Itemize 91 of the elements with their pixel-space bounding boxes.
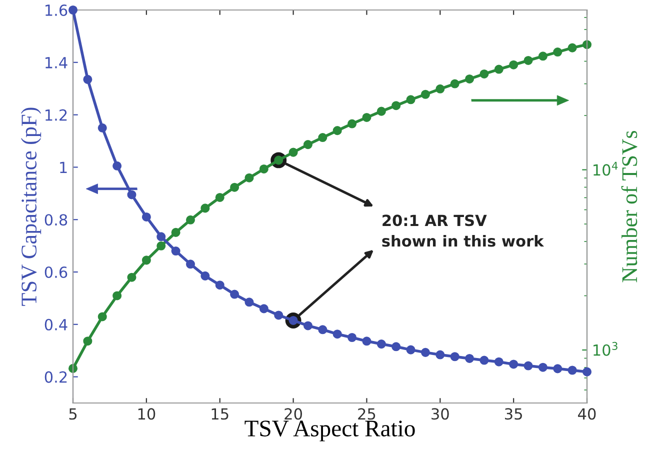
x-tick-label: 25 <box>358 408 376 420</box>
point <box>332 126 342 136</box>
x-tick-label: 40 <box>578 408 596 420</box>
x-tick-label: 15 <box>212 408 228 420</box>
x-tick-label: 5 <box>69 408 77 420</box>
point <box>259 164 268 174</box>
point <box>362 336 372 346</box>
point <box>376 106 386 116</box>
point <box>553 364 562 374</box>
point <box>582 367 592 376</box>
point <box>376 340 386 349</box>
point <box>524 361 533 370</box>
point <box>332 330 342 339</box>
point <box>156 232 166 242</box>
point <box>436 350 445 360</box>
point <box>568 366 577 375</box>
point <box>142 212 151 222</box>
point <box>568 43 577 52</box>
point <box>83 74 92 84</box>
point <box>509 360 518 369</box>
point <box>200 204 210 213</box>
point <box>538 362 548 372</box>
point <box>348 119 357 128</box>
point <box>156 241 166 250</box>
y2-tick-label: 10$^{4}$ <box>594 162 618 176</box>
point <box>98 123 107 132</box>
y-tick-label: 1.6 <box>46 4 68 16</box>
point <box>465 354 474 363</box>
x-tick-label: 30 <box>432 408 449 420</box>
point <box>274 310 284 320</box>
point <box>288 148 298 157</box>
point <box>244 173 254 182</box>
y-tick-label: 1.2 <box>46 109 67 121</box>
y-tick-label: 1.4 <box>46 57 68 68</box>
y2-tick-label: 10$^{3}$ <box>594 342 618 356</box>
point <box>171 246 180 256</box>
point <box>553 48 562 57</box>
point <box>524 56 533 65</box>
point <box>406 345 416 354</box>
x-axis-title: TSV Aspect Ratio <box>244 420 415 442</box>
y-tick-label: 0.6 <box>44 266 68 278</box>
point <box>509 60 518 70</box>
point <box>420 90 430 99</box>
point <box>200 271 210 280</box>
point <box>244 298 254 307</box>
point <box>215 280 224 290</box>
x-tick-label: 35 <box>505 408 522 420</box>
point <box>230 290 240 299</box>
annotation: 20:1 AR TSV shown in this work <box>382 214 544 247</box>
point <box>348 332 357 342</box>
point <box>127 272 136 282</box>
y-tick-label: 0.8 <box>44 214 68 226</box>
point <box>480 69 489 78</box>
point <box>98 312 107 322</box>
point <box>392 342 401 352</box>
point <box>465 74 474 84</box>
point <box>318 325 328 334</box>
x-tick-label: 20 <box>284 408 302 420</box>
point <box>494 357 504 366</box>
point <box>392 101 401 110</box>
y2-axis-title: Number of TSVs <box>621 130 638 282</box>
point <box>259 304 268 314</box>
point <box>406 95 416 104</box>
point <box>112 161 122 170</box>
y-tick-label: 0.4 <box>44 318 68 330</box>
point <box>494 64 504 74</box>
point <box>450 79 460 88</box>
y-axis-title: TSV Capacitance (pF) <box>20 108 42 306</box>
y-tick-label: 0.2 <box>44 371 67 383</box>
point <box>582 40 592 50</box>
point <box>303 321 312 330</box>
point <box>303 140 312 150</box>
point <box>436 84 445 94</box>
point <box>450 352 460 362</box>
point <box>83 336 92 346</box>
point <box>318 132 328 142</box>
point <box>127 190 136 200</box>
point <box>112 291 122 300</box>
point <box>362 112 372 122</box>
x-tick-label: 10 <box>138 408 156 420</box>
point <box>142 256 151 265</box>
point <box>215 192 224 202</box>
point <box>480 356 489 365</box>
point <box>538 52 548 61</box>
point <box>420 348 430 357</box>
point <box>230 182 240 192</box>
point <box>68 5 78 15</box>
point <box>186 215 195 224</box>
y-tick-label: 1 <box>60 162 67 174</box>
point <box>171 228 180 237</box>
point <box>186 260 195 269</box>
